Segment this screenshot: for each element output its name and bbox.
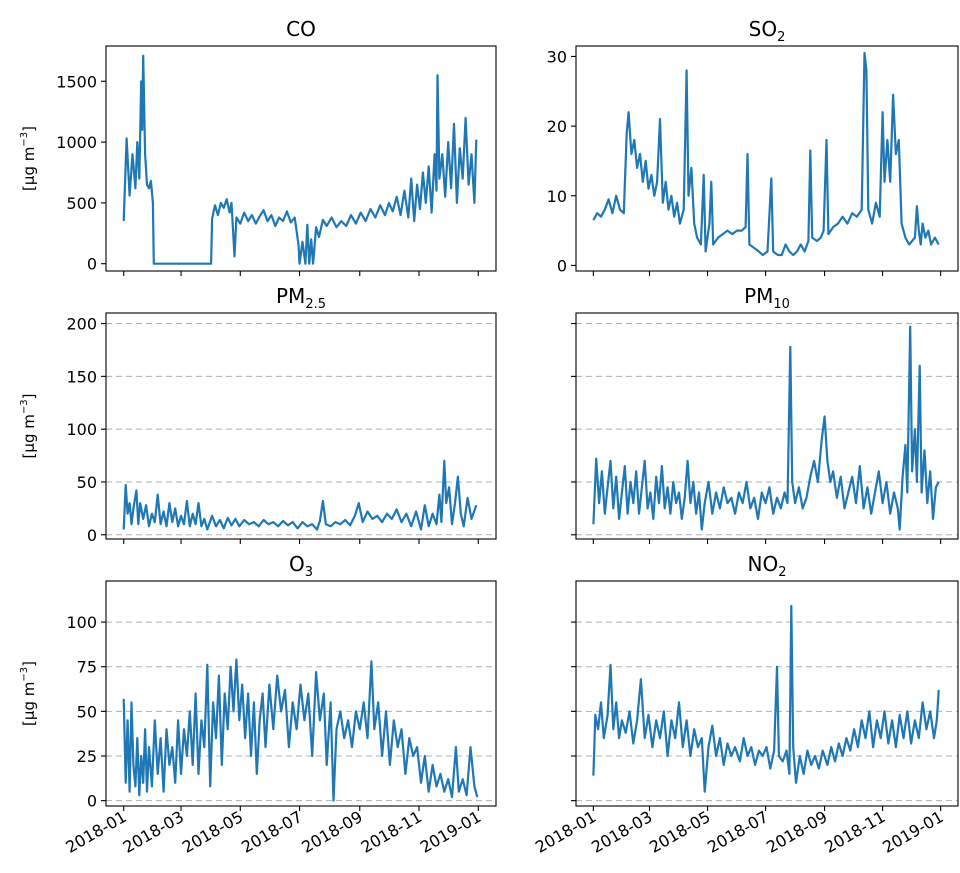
y-axis-label: [μg m−3] bbox=[19, 394, 38, 459]
plot-frame bbox=[575, 312, 959, 540]
text-main: O bbox=[289, 552, 305, 576]
x-tick-label: 2018-01 bbox=[532, 807, 599, 857]
x-tick-label: 2018-07 bbox=[238, 807, 305, 857]
text-sup: −3 bbox=[19, 667, 30, 682]
y-tick-label: 50 bbox=[77, 702, 97, 721]
x-tick-label: 2018-11 bbox=[821, 807, 888, 857]
text-sub: 2 bbox=[778, 565, 786, 580]
panel-title-no2: NO2 bbox=[748, 552, 787, 580]
y-tick-label: 20 bbox=[547, 117, 567, 136]
y-tick-label: 75 bbox=[77, 658, 97, 677]
y-tick-label: 0 bbox=[87, 255, 97, 274]
y-tick-label: 150 bbox=[66, 367, 97, 386]
text-sub: 2.5 bbox=[305, 297, 326, 312]
text-sup: −3 bbox=[19, 399, 30, 414]
y-tick-label: 30 bbox=[547, 47, 567, 66]
x-tick-label: 2018-09 bbox=[298, 807, 365, 857]
x-tick-label: 2019-01 bbox=[879, 807, 946, 857]
text-end: ] bbox=[20, 394, 38, 400]
text-sub: 2 bbox=[777, 30, 785, 45]
plot-frame bbox=[575, 45, 959, 272]
y-tick-label: 200 bbox=[66, 315, 97, 334]
series-line-no2 bbox=[592, 604, 940, 793]
x-tick-label: 2019-01 bbox=[417, 807, 484, 857]
y-tick-label: 100 bbox=[66, 420, 97, 439]
series-line-co bbox=[122, 54, 478, 265]
y-tick-label: 1500 bbox=[56, 72, 97, 91]
text-sub: 3 bbox=[305, 565, 313, 580]
panel-title-pm25: PM2.5 bbox=[276, 284, 326, 312]
plot-frame bbox=[575, 580, 959, 807]
panel-pm10: PM10 bbox=[571, 284, 959, 544]
y-tick-label: 0 bbox=[87, 792, 97, 811]
y-tick-label: 25 bbox=[77, 747, 97, 766]
y-tick-label: 10 bbox=[547, 187, 567, 206]
text-sup: −3 bbox=[19, 132, 30, 147]
x-tick-label: 2018-05 bbox=[646, 807, 713, 857]
y-axis-label: [μg m−3] bbox=[19, 126, 38, 191]
text-main: [μg m bbox=[20, 414, 38, 458]
panel-title-co: CO bbox=[286, 17, 316, 41]
text-main: CO bbox=[286, 17, 316, 41]
panel-title-so2: SO2 bbox=[749, 17, 786, 45]
x-tick-label: 2018-03 bbox=[120, 807, 187, 857]
text-main: PM bbox=[744, 284, 773, 308]
x-tick-label: 2018-03 bbox=[588, 807, 655, 857]
x-tick-label: 2018-11 bbox=[358, 807, 425, 857]
series-line-so2 bbox=[592, 51, 940, 257]
series-line-pm25 bbox=[122, 459, 478, 531]
text-main: SO bbox=[749, 17, 777, 41]
x-tick-label: 2018-05 bbox=[179, 807, 246, 857]
text-end: ] bbox=[20, 126, 38, 132]
text-sub: 10 bbox=[773, 297, 790, 312]
panel-title-pm10: PM10 bbox=[744, 284, 790, 312]
x-tick-label: 2018-09 bbox=[763, 807, 830, 857]
y-tick-label: 100 bbox=[66, 613, 97, 632]
plot-frame bbox=[105, 312, 497, 540]
panel-o3: 02550751002018-012018-032018-052018-0720… bbox=[19, 552, 497, 857]
text-main: PM bbox=[276, 284, 305, 308]
y-tick-label: 500 bbox=[66, 194, 97, 213]
text-main: [μg m bbox=[20, 147, 38, 191]
panel-no2: 2018-012018-032018-052018-072018-092018-… bbox=[532, 552, 959, 857]
panel-so2: 0 10 20 30 SO2 bbox=[547, 17, 959, 276]
text-main: NO bbox=[748, 552, 779, 576]
text-end: ] bbox=[20, 661, 38, 667]
y-axis-label: [μg m−3] bbox=[19, 661, 38, 726]
y-tick-label: 0 bbox=[557, 256, 567, 275]
panel-title-o3: O3 bbox=[289, 552, 313, 580]
plot-frame bbox=[105, 580, 497, 807]
y-tick-label: 1000 bbox=[56, 133, 97, 152]
text-main: [μg m bbox=[20, 682, 38, 726]
y-tick-label: 50 bbox=[77, 473, 97, 492]
x-tick-label: 2018-01 bbox=[62, 807, 129, 857]
y-tick-label: 0 bbox=[87, 526, 97, 545]
series-line-pm10 bbox=[592, 325, 940, 531]
series-line-o3 bbox=[122, 658, 479, 802]
x-tick-label: 2018-07 bbox=[704, 807, 771, 857]
panel-co: 0 500 1000 1500 CO [μg m−3] bbox=[19, 17, 497, 276]
plot-frame bbox=[105, 45, 497, 272]
panel-pm25: 0 50 100 150 200 PM2.5 [μg m−3] bbox=[19, 284, 497, 545]
